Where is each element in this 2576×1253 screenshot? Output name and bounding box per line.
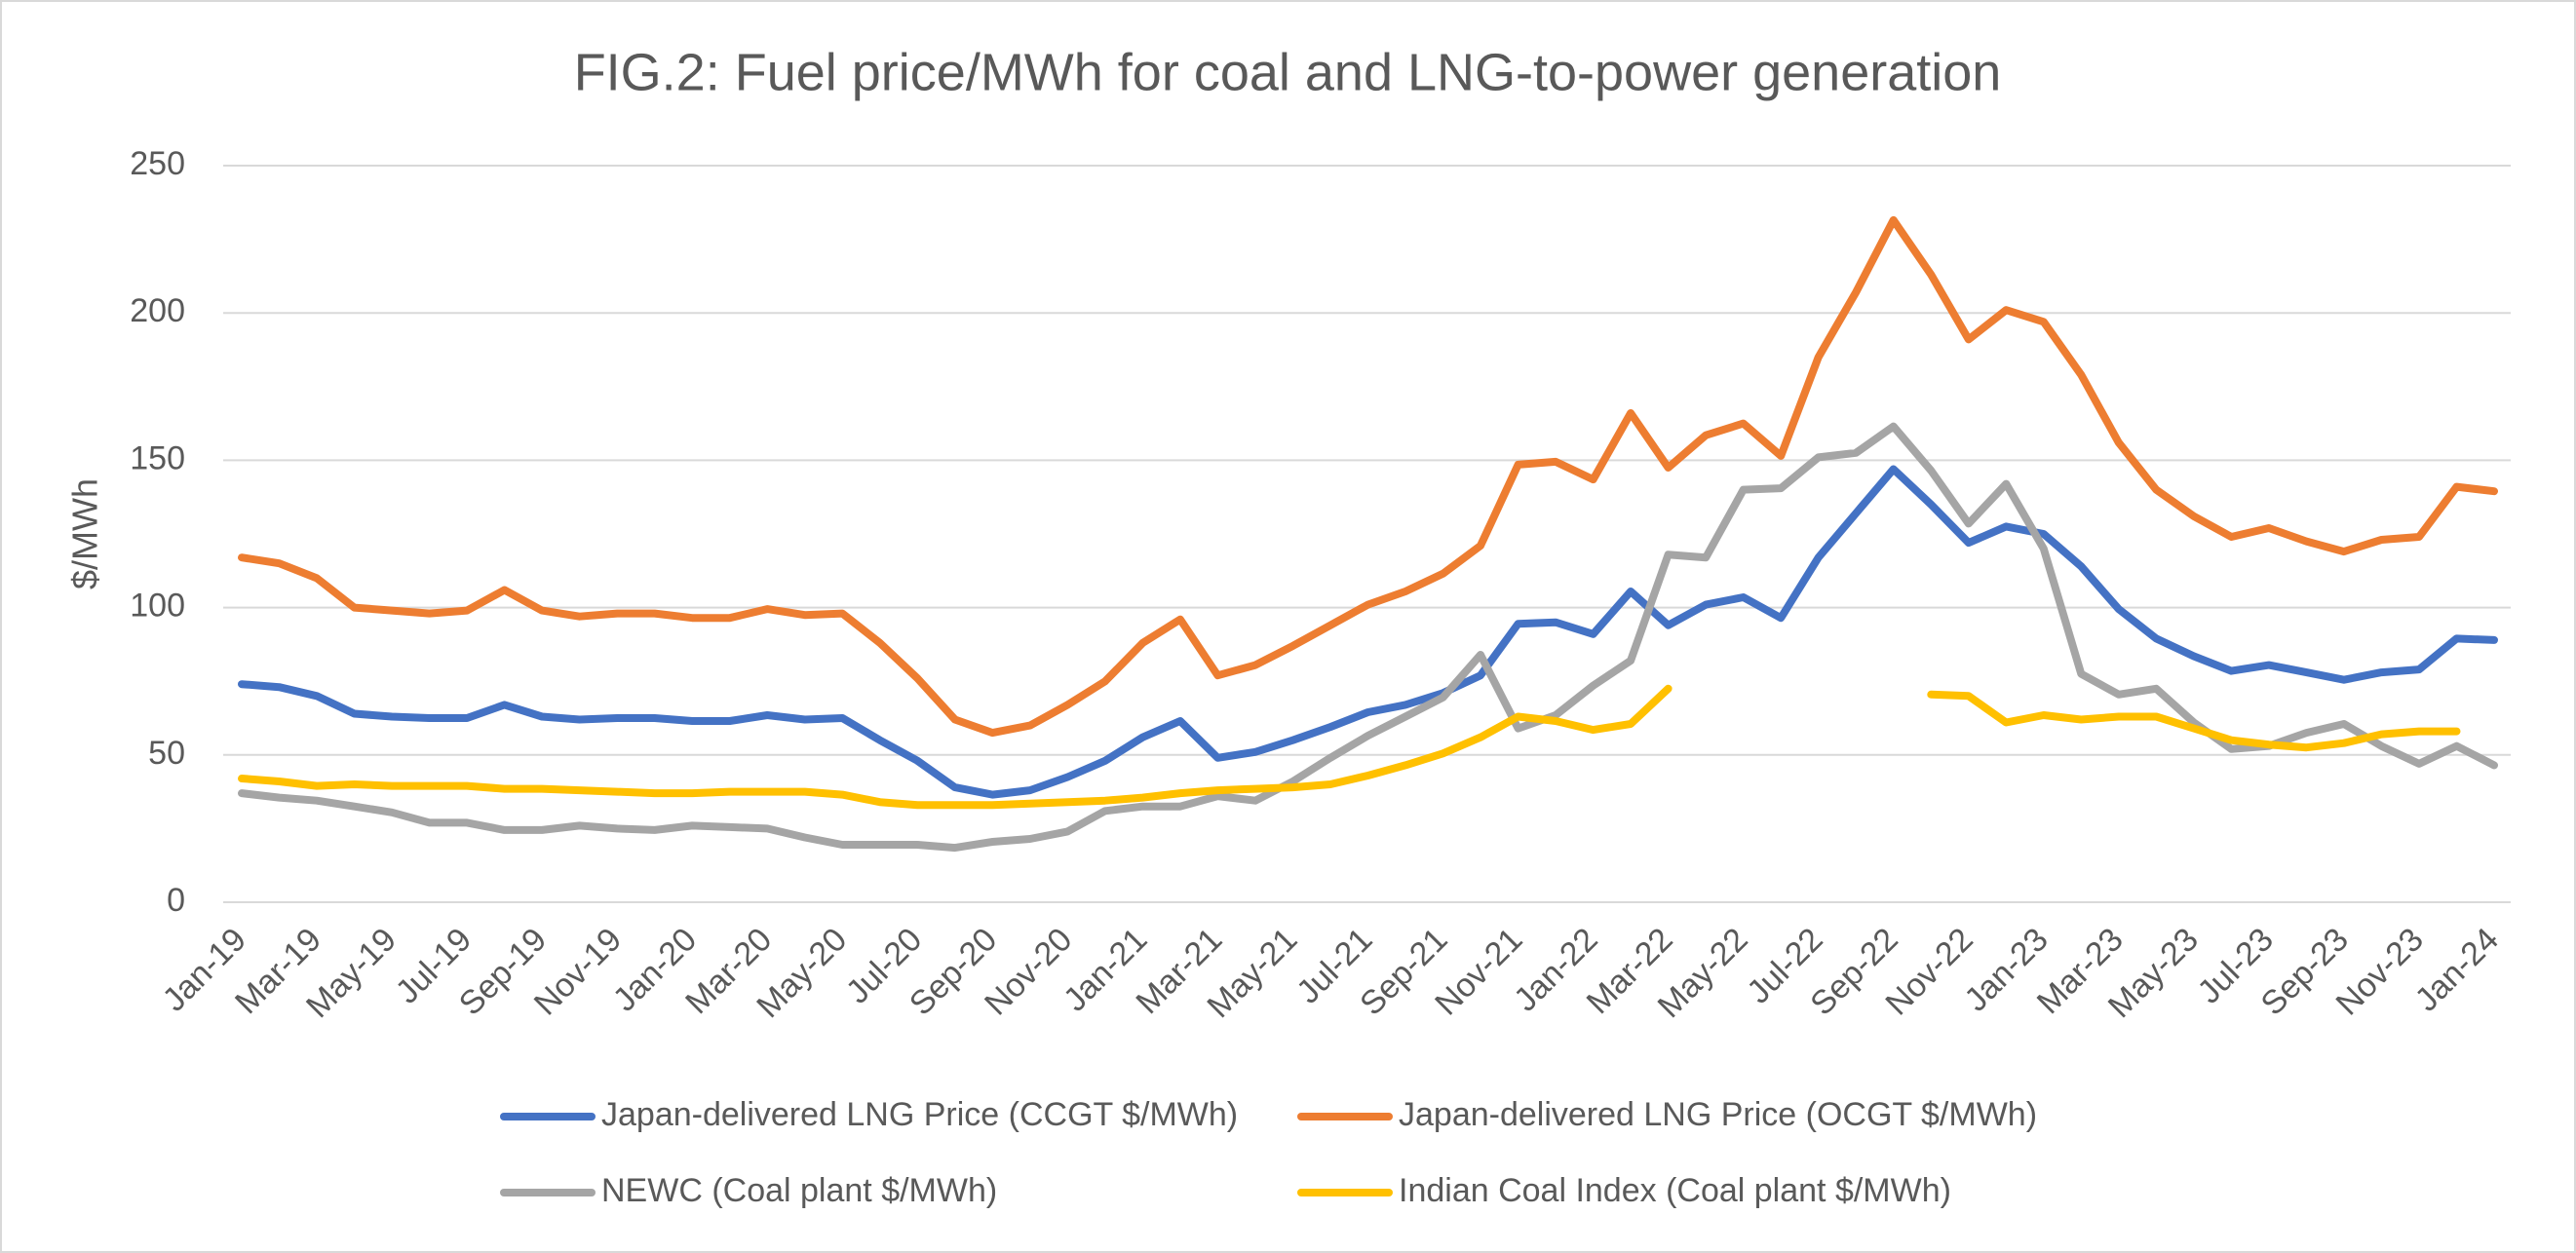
series-line [238, 465, 2498, 799]
y-tick-label: 50 [148, 735, 185, 772]
legend-label: Japan-delivered LNG Price (CCGT $/MWh) [601, 1096, 1238, 1133]
legend-label: NEWC (Coal plant $/MWh) [601, 1172, 997, 1209]
y-tick-label: 100 [130, 588, 185, 625]
y-tick-label: 250 [130, 145, 185, 182]
y-tick-label: 0 [167, 882, 185, 919]
series-line [238, 422, 2498, 853]
y-tick-label: 150 [130, 439, 185, 476]
chart-title: FIG.2: Fuel price/MWh for coal and LNG-t… [574, 43, 2002, 101]
legend-label: Indian Coal Index (Coal plant $/MWh) [1399, 1172, 1951, 1209]
series-line [238, 684, 2461, 810]
y-axis-label: $/MWh [65, 478, 105, 589]
legend-label: Japan-delivered LNG Price (OCGT $/MWh) [1399, 1096, 2037, 1133]
series-line [238, 215, 2498, 738]
y-tick-label: 200 [130, 292, 185, 329]
